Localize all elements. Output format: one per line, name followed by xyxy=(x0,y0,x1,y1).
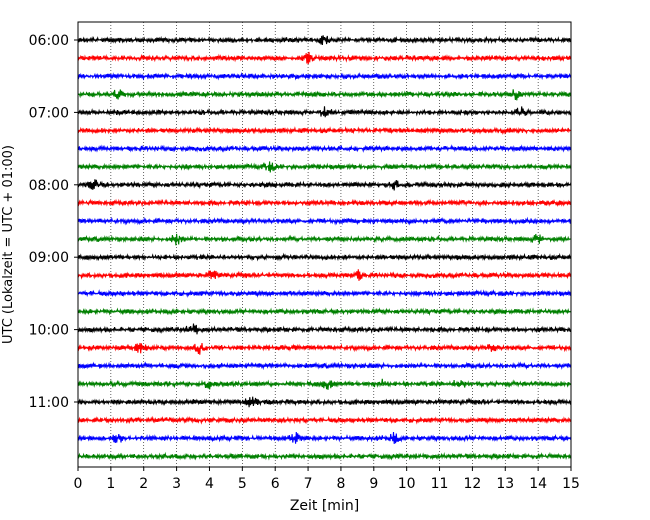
trace-0830 xyxy=(77,216,572,226)
x-tick-label: 1 xyxy=(106,476,115,492)
y-tick-label: 10:00 xyxy=(29,323,69,339)
x-tick-label: 15 xyxy=(562,476,580,492)
trace-0745 xyxy=(77,161,572,173)
x-tick-label: 11 xyxy=(431,476,449,492)
trace-1000 xyxy=(77,323,572,335)
y-axis-label: UTC (Lokalzeit = UTC + 01:00) xyxy=(1,145,16,344)
x-tick-label: 3 xyxy=(172,476,181,492)
y-tick-label: 09:00 xyxy=(29,250,69,266)
trace-0615 xyxy=(77,51,572,65)
trace-0800 xyxy=(77,179,572,191)
trace-1145 xyxy=(77,451,572,461)
y-tick-label: 06:00 xyxy=(29,33,69,49)
grid-lines xyxy=(110,22,539,467)
trace-0930 xyxy=(77,289,572,298)
x-tick-label: 7 xyxy=(304,476,313,492)
x-axis: 0 1 2 3 4 5 6 7 8 9 10 11 12 13 14 15 xyxy=(74,467,580,492)
trace-0815 xyxy=(77,198,572,208)
x-tick-label: 9 xyxy=(369,476,378,492)
trace-1100 xyxy=(77,396,572,408)
trace-0845 xyxy=(77,233,572,246)
trace-0730 xyxy=(77,144,572,153)
x-axis-label: Zeit [min] xyxy=(290,498,359,514)
trace-0715 xyxy=(77,126,572,135)
x-tick-label: 2 xyxy=(139,476,148,492)
x-tick-label: 0 xyxy=(74,476,83,492)
y-axis: 06:00 07:00 08:00 09:00 10:00 11:00 xyxy=(29,33,78,411)
x-tick-label: 10 xyxy=(398,476,416,492)
trace-0630 xyxy=(77,72,572,81)
y-tick-label: 08:00 xyxy=(29,178,69,194)
trace-0700 xyxy=(77,106,572,118)
trace-0915 xyxy=(77,269,572,281)
trace-group xyxy=(77,35,572,461)
x-tick-label: 6 xyxy=(271,476,280,492)
y-tick-label: 11:00 xyxy=(29,395,69,411)
plot-frame xyxy=(77,21,572,468)
x-tick-label: 4 xyxy=(205,476,214,492)
x-tick-label: 13 xyxy=(496,476,514,492)
y-tick-label: 07:00 xyxy=(29,105,69,121)
trace-1045 xyxy=(77,378,572,390)
x-tick-label: 12 xyxy=(463,476,481,492)
x-tick-label: 14 xyxy=(529,476,547,492)
x-tick-label: 5 xyxy=(238,476,247,492)
trace-1030 xyxy=(77,361,572,371)
trace-1015 xyxy=(77,342,572,355)
trace-1130 xyxy=(77,431,572,444)
trace-1115 xyxy=(77,415,572,425)
x-tick-label: 8 xyxy=(336,476,345,492)
trace-0645 xyxy=(77,89,572,101)
trace-0600 xyxy=(77,35,572,46)
trace-0945 xyxy=(77,307,572,316)
trace-0900 xyxy=(77,252,572,262)
